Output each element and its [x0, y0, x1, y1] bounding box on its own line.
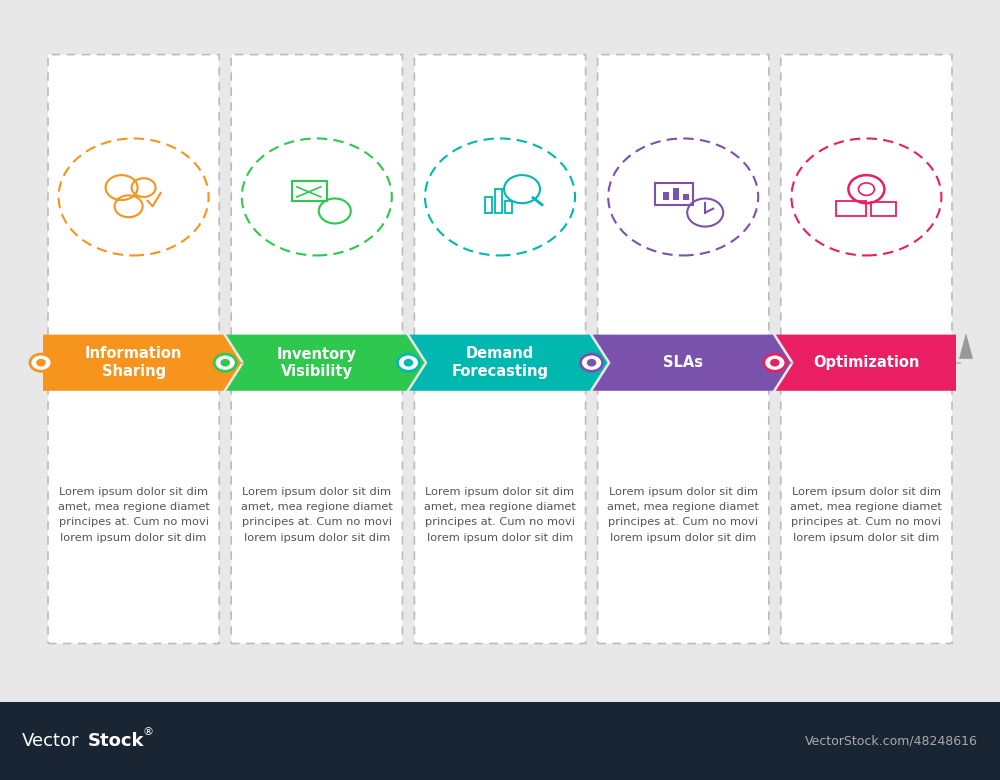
FancyBboxPatch shape	[231, 386, 402, 644]
Text: Demand
Forecasting: Demand Forecasting	[451, 346, 548, 379]
Circle shape	[771, 360, 779, 366]
FancyBboxPatch shape	[414, 386, 586, 644]
Circle shape	[588, 360, 596, 366]
Circle shape	[764, 354, 786, 371]
Text: SLAs: SLAs	[663, 355, 703, 370]
Text: Lorem ipsum dolor sit dim
amet, mea regione diamet
principes at. Cum no movi
lor: Lorem ipsum dolor sit dim amet, mea regi…	[424, 487, 576, 543]
Circle shape	[214, 354, 236, 371]
FancyBboxPatch shape	[231, 55, 402, 339]
Text: Lorem ipsum dolor sit dim
amet, mea regione diamet
principes at. Cum no movi
lor: Lorem ipsum dolor sit dim amet, mea regi…	[241, 487, 393, 543]
Text: Optimization: Optimization	[813, 355, 920, 370]
FancyBboxPatch shape	[414, 55, 586, 339]
Circle shape	[581, 354, 603, 371]
Text: Vector: Vector	[22, 732, 80, 750]
Polygon shape	[43, 335, 241, 391]
Circle shape	[242, 138, 392, 255]
Polygon shape	[593, 335, 791, 391]
Polygon shape	[959, 333, 973, 359]
Text: Inventory
Visibility: Inventory Visibility	[277, 346, 357, 379]
FancyBboxPatch shape	[598, 386, 769, 644]
Bar	[836, 200, 866, 216]
FancyBboxPatch shape	[48, 55, 219, 339]
Polygon shape	[409, 335, 608, 391]
Circle shape	[425, 138, 575, 255]
Circle shape	[397, 354, 419, 371]
Circle shape	[30, 354, 52, 371]
Bar	[683, 193, 689, 200]
Bar	[495, 189, 502, 212]
Polygon shape	[776, 335, 956, 391]
Text: Stock: Stock	[88, 732, 144, 750]
Circle shape	[37, 360, 45, 366]
FancyBboxPatch shape	[781, 55, 952, 339]
Text: Lorem ipsum dolor sit dim
amet, mea regione diamet
principes at. Cum no movi
lor: Lorem ipsum dolor sit dim amet, mea regi…	[58, 487, 210, 543]
Circle shape	[791, 138, 941, 255]
Circle shape	[221, 360, 229, 366]
Bar	[673, 187, 679, 200]
FancyBboxPatch shape	[48, 386, 219, 644]
Bar	[871, 202, 896, 216]
Text: Lorem ipsum dolor sit dim
amet, mea regione diamet
principes at. Cum no movi
lor: Lorem ipsum dolor sit dim amet, mea regi…	[607, 487, 759, 543]
Text: Lorem ipsum dolor sit dim
amet, mea regione diamet
principes at. Cum no movi
lor: Lorem ipsum dolor sit dim amet, mea regi…	[790, 487, 942, 543]
Circle shape	[404, 360, 412, 366]
Text: Information
Sharing: Information Sharing	[85, 346, 182, 379]
Circle shape	[59, 138, 209, 255]
Text: VectorStock.com/48248616: VectorStock.com/48248616	[805, 735, 978, 747]
Circle shape	[608, 138, 758, 255]
Bar	[663, 192, 669, 200]
Bar	[505, 200, 512, 212]
FancyBboxPatch shape	[0, 702, 1000, 780]
FancyBboxPatch shape	[781, 386, 952, 644]
Bar	[655, 183, 693, 204]
Bar	[485, 197, 492, 212]
FancyBboxPatch shape	[598, 55, 769, 339]
Polygon shape	[226, 335, 424, 391]
Text: ®: ®	[143, 727, 154, 736]
Bar	[292, 181, 327, 200]
